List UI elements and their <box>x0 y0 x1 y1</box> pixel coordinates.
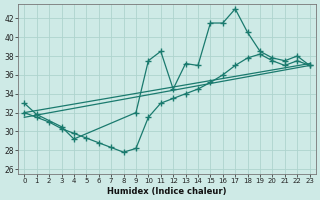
X-axis label: Humidex (Indice chaleur): Humidex (Indice chaleur) <box>107 187 227 196</box>
